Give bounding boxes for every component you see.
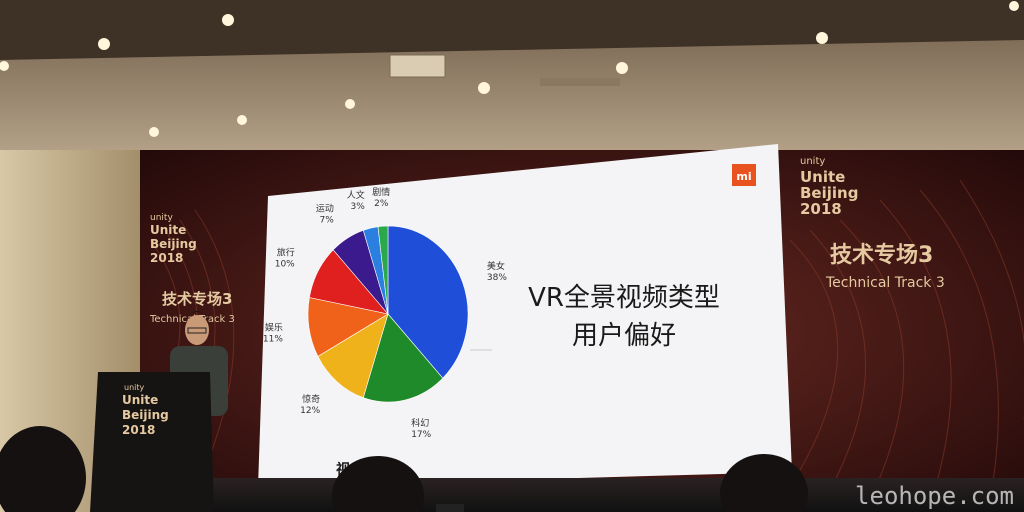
pie-pct-3: 11% (263, 334, 283, 344)
pie-chart (307, 225, 469, 403)
left-unite-line2: Beijing (150, 237, 197, 251)
podium (90, 372, 214, 512)
right-track-en: Technical Track 3 (825, 275, 945, 291)
podium-line1: Unite (122, 393, 158, 407)
slide-title-line1: VR全景视频类型 (528, 283, 720, 313)
podium-unity-tag: unity (124, 383, 145, 392)
left-track-cn: 技术专场3 (162, 290, 232, 308)
ceiling-vent-slot (540, 78, 620, 86)
pie-pct-7: 2% (374, 199, 389, 209)
pie-pct-4: 10% (275, 260, 295, 270)
stage-floor (140, 478, 1024, 512)
pie-slice-0 (387, 225, 469, 379)
left-unity-tag: unity (150, 213, 173, 223)
slide-title-line2: 用户偏好 (572, 321, 676, 351)
right-unity-tag: unity (800, 156, 825, 167)
pie-label-3: 娱乐 (265, 321, 283, 333)
podium-line3: 2018 (122, 423, 155, 437)
pie-pct-1: 17% (411, 430, 431, 440)
right-unite-line3: 2018 (800, 200, 842, 218)
ceiling-shadow (0, 0, 1024, 60)
podium-line2: Beijing (122, 408, 169, 422)
watermark-text: leohope.com (855, 482, 1014, 510)
pie-slice-2 (317, 313, 389, 399)
xiaomi-logo-text: mi (736, 170, 751, 183)
pie-label-4: 旅行 (277, 247, 295, 259)
audience-heads (0, 426, 808, 512)
pie-label-7: 剧情 (372, 186, 390, 198)
audience-phone (436, 504, 464, 512)
right-track-cn: 技术专场3 (830, 242, 933, 268)
ceiling-vent (389, 54, 446, 78)
pie-label-1: 科幻 (411, 417, 429, 429)
left-unite-line1: Unite (150, 223, 186, 237)
pie-slice-7 (377, 225, 389, 315)
xiaomi-logo (732, 164, 756, 186)
pie-slice-1 (362, 313, 444, 403)
right-unite-line2: Beijing (800, 184, 858, 202)
pie-label-0: 美女 (487, 260, 505, 272)
pie-label-2: 惊奇 (302, 393, 320, 405)
pie-pct-6: 3% (351, 202, 366, 212)
left-unite-line3: 2018 (150, 251, 183, 265)
pie-label-6: 人文 (347, 189, 365, 201)
pie-pct-2: 12% (300, 406, 320, 416)
pie-pct-0: 38% (487, 273, 507, 283)
right-unite-line1: Unite (800, 168, 845, 186)
pie-pct-5: 7% (320, 215, 335, 225)
pie-label-5: 运动 (316, 203, 334, 214)
ceiling-lights (0, 1, 1019, 137)
